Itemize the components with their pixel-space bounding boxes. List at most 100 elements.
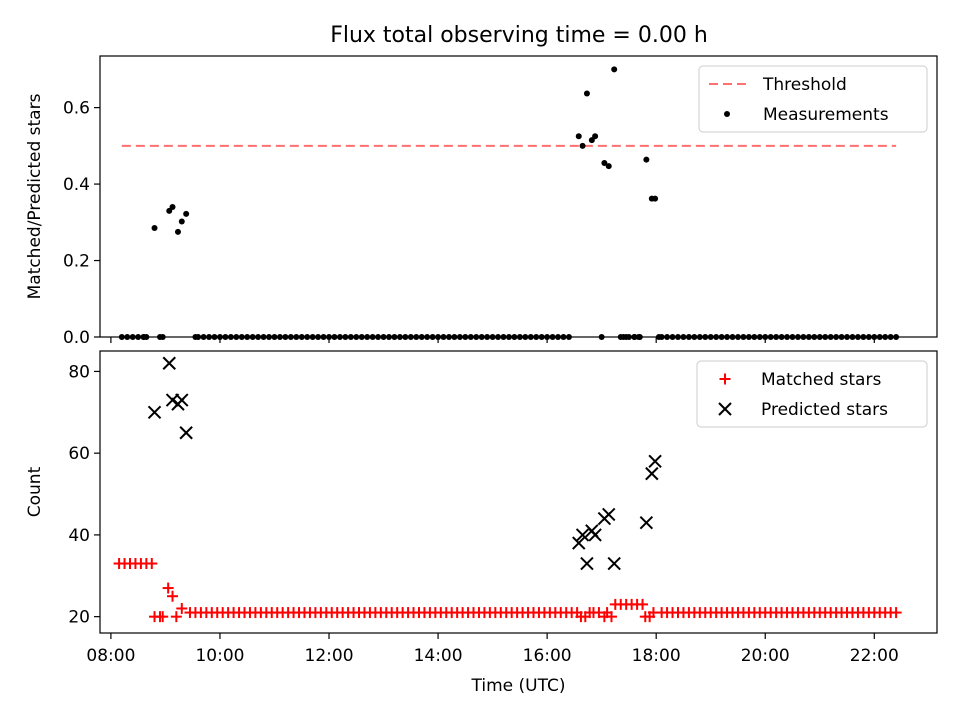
measurement-point xyxy=(751,334,758,340)
measurement-point xyxy=(424,334,431,340)
measurement-point xyxy=(669,334,676,340)
predicted-star-point xyxy=(645,466,659,481)
measurement-point xyxy=(691,334,698,340)
x-tick-label: 20:00 xyxy=(741,646,790,666)
predicted-star-point xyxy=(572,536,586,550)
measurement-point xyxy=(192,334,199,340)
measurement-point xyxy=(533,334,540,340)
legend-label: Matched stars xyxy=(761,370,881,390)
measurement-point xyxy=(276,334,283,340)
y-tick-label: 0.4 xyxy=(63,175,90,195)
measurement-point xyxy=(244,334,251,340)
measurement-point xyxy=(238,334,245,340)
measurement-point xyxy=(611,66,618,73)
measurement-point xyxy=(385,334,392,340)
measurement-point xyxy=(598,334,605,340)
x-tick-label: 16:00 xyxy=(523,646,572,666)
legend-predicted-marker xyxy=(718,402,732,416)
measurement-point xyxy=(655,334,662,340)
measurement-point xyxy=(347,334,354,340)
predicted-star-point xyxy=(179,426,193,440)
measurement-point xyxy=(178,218,185,225)
measurement-point xyxy=(729,334,736,340)
x-tick-label: 08:00 xyxy=(86,646,135,666)
measurement-point xyxy=(287,334,294,340)
measurement-point xyxy=(462,334,469,340)
measurement-point xyxy=(473,334,480,340)
predicted-star-point xyxy=(639,515,654,530)
top-panel: 0.0 0.2 0.4 0.6 Matched/Predicted stars Thres… xyxy=(25,55,938,348)
measurement-point xyxy=(833,334,840,340)
measurement-point xyxy=(118,334,125,340)
measurement-point xyxy=(358,334,365,340)
y-axis-label: Count xyxy=(25,466,45,517)
predicted-star-point xyxy=(162,356,176,370)
matched-star-point xyxy=(162,582,174,594)
legend: Threshold Measurements xyxy=(698,65,928,133)
measurement-point xyxy=(882,334,889,340)
x-tick-label: 12:00 xyxy=(305,646,354,666)
chart-title: Flux total observing time = 0.00 h xyxy=(330,23,708,48)
measurement-point xyxy=(380,334,387,340)
y-tick-label: 40 xyxy=(68,526,90,546)
measurement-point xyxy=(794,334,801,340)
measurement-point xyxy=(505,334,512,340)
x-tick-label: 10:00 xyxy=(195,646,244,666)
measurement-point xyxy=(353,334,360,340)
measurement-point xyxy=(865,334,872,340)
y-tick-label: 0.2 xyxy=(63,252,90,272)
measurement-point xyxy=(159,334,166,340)
measurement-point xyxy=(336,334,343,340)
bottom-panel: 20 40 60 80 08:00 10:00 12:00 14:00 16:00 18:00 20… xyxy=(25,350,938,696)
x-tick-label: 22:00 xyxy=(850,646,899,666)
measurement-point xyxy=(440,334,447,340)
matched-star-point xyxy=(146,558,158,570)
legend-box xyxy=(696,360,928,428)
measurement-point xyxy=(844,334,851,340)
measurement-point xyxy=(206,334,213,340)
measurement-point xyxy=(320,334,327,340)
measurement-point xyxy=(331,334,338,340)
measurement-point xyxy=(555,334,562,340)
matched-star-point xyxy=(647,607,659,619)
measurement-point xyxy=(707,334,714,340)
x-tick-label: 18:00 xyxy=(632,646,681,666)
measurement-point xyxy=(538,334,545,340)
measurement-point xyxy=(271,334,278,340)
measurement-point xyxy=(174,228,181,235)
matched-star-point xyxy=(890,607,902,619)
predicted-star-point xyxy=(602,507,616,522)
measurement-point xyxy=(369,334,376,340)
measurement-point xyxy=(143,334,150,340)
measurement-point xyxy=(391,334,398,340)
measurement-point xyxy=(183,210,190,217)
matched-star-point xyxy=(157,611,169,623)
measurement-point xyxy=(575,133,582,140)
measurement-point xyxy=(451,334,458,340)
measurement-point xyxy=(216,334,223,340)
predicted-star-point xyxy=(147,405,162,420)
measurement-point xyxy=(495,334,502,340)
y-tick-label: 20 xyxy=(68,608,90,628)
measurement-point xyxy=(233,334,240,340)
measurement-point xyxy=(685,334,692,340)
measurement-point xyxy=(718,334,725,340)
measurement-point xyxy=(583,90,590,97)
measurement-point xyxy=(605,163,612,170)
predicted-star-point xyxy=(175,393,189,407)
y-tick-label: 80 xyxy=(68,362,90,382)
measurement-point xyxy=(516,334,523,340)
matched-star-point xyxy=(605,611,617,623)
measurement-point xyxy=(489,334,496,340)
x-tick-label: 14:00 xyxy=(414,646,463,666)
measurement-point xyxy=(266,334,273,340)
measurement-point xyxy=(211,334,218,340)
measurement-point xyxy=(429,334,436,340)
measurement-point xyxy=(445,334,452,340)
measurement-point xyxy=(511,334,518,340)
predicted-star-point xyxy=(607,556,621,571)
measurement-point xyxy=(631,334,638,340)
legend-label: Measurements xyxy=(763,105,889,125)
measurement-point xyxy=(740,334,747,340)
measurement-point xyxy=(713,334,720,340)
